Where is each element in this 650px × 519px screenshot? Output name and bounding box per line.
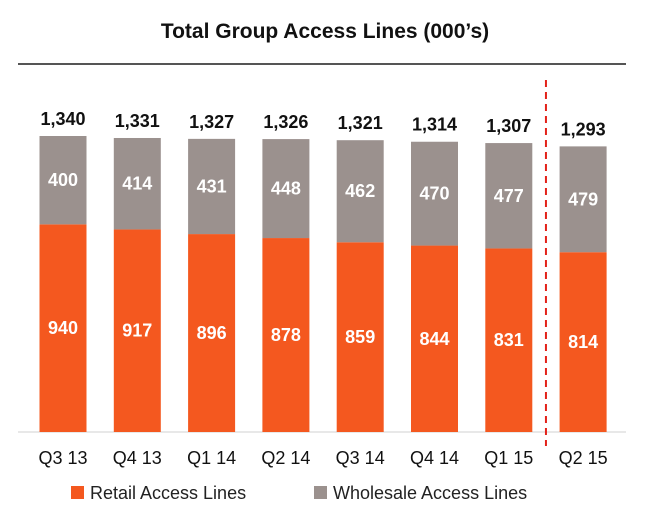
labels-layer: 940 400 1,340 Q3 13 917 414 1,331 Q4 13 896 431 1,… — [38, 109, 607, 468]
bar-wholesale-3 — [262, 139, 310, 239]
bars-layer — [39, 136, 607, 432]
data-label-wholesale-6: 477 — [494, 186, 524, 206]
data-label-wholesale-2: 431 — [197, 176, 227, 196]
legend-swatch-wholesale — [314, 486, 327, 499]
bar-retail-1 — [113, 229, 161, 432]
bar-wholesale-2 — [188, 138, 236, 235]
total-label-6: 1,307 — [486, 116, 531, 136]
legend-swatch-retail — [71, 486, 84, 499]
x-tick-label-0: Q3 13 — [38, 448, 87, 468]
x-tick-label-4: Q3 14 — [336, 448, 385, 468]
x-tick-label-1: Q4 13 — [113, 448, 162, 468]
x-tick-label-6: Q1 15 — [484, 448, 533, 468]
total-label-3: 1,326 — [263, 112, 308, 132]
x-tick-label-7: Q2 15 — [559, 448, 608, 468]
bar-retail-7 — [559, 252, 607, 432]
legend-label-retail: Retail Access Lines — [90, 483, 246, 503]
legend-label-wholesale: Wholesale Access Lines — [333, 483, 527, 503]
bar-wholesale-0 — [39, 136, 87, 225]
bar-wholesale-1 — [113, 137, 161, 230]
data-label-retail-7: 814 — [568, 332, 598, 352]
total-label-0: 1,340 — [40, 109, 85, 129]
bar-retail-4 — [336, 242, 384, 432]
data-label-retail-6: 831 — [494, 330, 524, 350]
total-label-5: 1,314 — [412, 115, 457, 135]
bar-retail-5 — [411, 245, 458, 432]
bar-retail-2 — [188, 234, 236, 432]
data-label-retail-3: 878 — [271, 325, 301, 345]
legend: Retail Access Lines Wholesale Access Lin… — [71, 483, 527, 503]
bar-retail-0 — [39, 224, 87, 432]
x-tick-label-2: Q1 14 — [187, 448, 236, 468]
data-label-retail-2: 896 — [197, 323, 227, 343]
data-label-wholesale-0: 400 — [48, 170, 78, 190]
data-label-retail-0: 940 — [48, 318, 78, 338]
data-label-wholesale-7: 479 — [568, 189, 598, 209]
data-label-wholesale-4: 462 — [345, 181, 375, 201]
x-tick-label-3: Q2 14 — [261, 448, 310, 468]
total-label-2: 1,327 — [189, 112, 234, 132]
data-label-retail-1: 917 — [122, 321, 152, 341]
data-label-wholesale-3: 448 — [271, 179, 301, 199]
total-label-1: 1,331 — [115, 111, 160, 131]
bar-wholesale-4 — [336, 140, 384, 243]
bar-wholesale-7 — [559, 146, 607, 253]
data-label-retail-5: 844 — [419, 329, 449, 349]
bar-wholesale-5 — [411, 141, 458, 246]
x-tick-label-5: Q4 14 — [410, 448, 459, 468]
data-label-wholesale-1: 414 — [122, 174, 152, 194]
total-label-4: 1,321 — [338, 113, 383, 133]
chart-title: Total Group Access Lines (000’s) — [161, 20, 489, 43]
data-label-wholesale-5: 470 — [419, 184, 449, 204]
total-label-7: 1,293 — [561, 119, 606, 139]
bar-wholesale-6 — [485, 143, 533, 249]
bar-retail-6 — [485, 248, 533, 432]
data-label-retail-4: 859 — [345, 327, 375, 347]
bar-retail-3 — [262, 238, 310, 432]
